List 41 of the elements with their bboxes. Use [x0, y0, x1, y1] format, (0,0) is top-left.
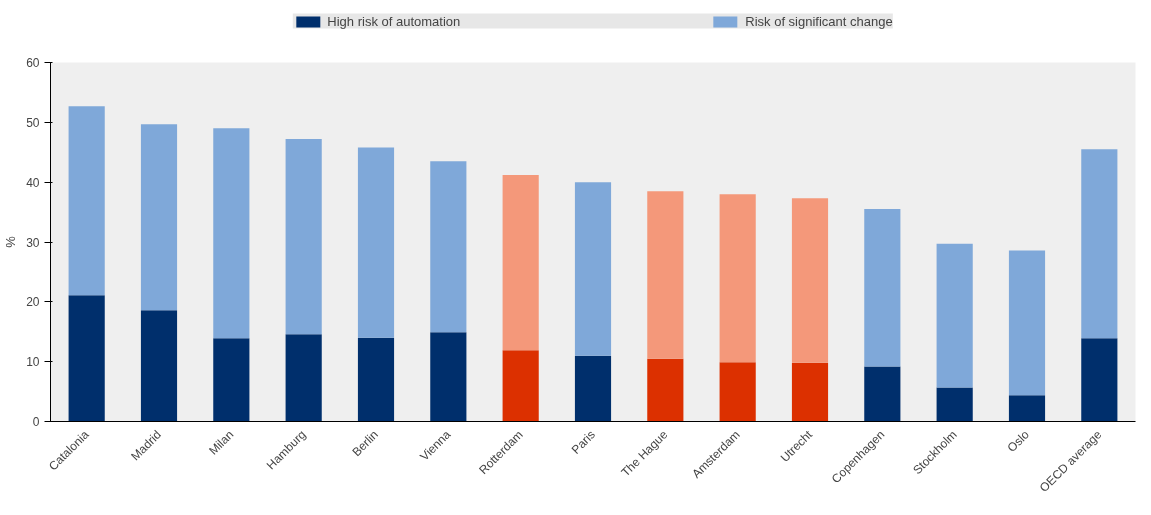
y-tick-label: 0 [32, 415, 40, 429]
bar [285, 139, 322, 335]
y-tick-label: 30 [26, 235, 40, 250]
bar [357, 147, 395, 338]
y-tick-label: 20 [26, 295, 40, 310]
y-tick-label: 60 [26, 56, 40, 70]
bar [68, 295, 105, 422]
legend-label: High risk of automation [327, 13, 461, 29]
bar [140, 310, 178, 422]
x-tick-label: Oslo [1004, 427, 1033, 455]
bar [791, 198, 829, 363]
bar [68, 106, 105, 296]
y-tick-label: 50 [26, 115, 40, 130]
bar [1081, 338, 1118, 422]
bar [719, 362, 756, 422]
bar [430, 332, 467, 422]
bar [1081, 149, 1118, 339]
bar [647, 358, 684, 422]
bar [864, 366, 901, 422]
bar [357, 337, 395, 422]
bar [430, 161, 467, 333]
bar [936, 387, 973, 422]
y-tick-label: 10 [26, 355, 40, 370]
y-axis-title: % [3, 235, 19, 248]
bar [502, 350, 539, 422]
bar [791, 362, 829, 422]
bar [502, 174, 539, 351]
bar [213, 128, 250, 339]
bar [719, 194, 756, 363]
bar [1008, 250, 1046, 396]
bar [285, 334, 322, 422]
bar [140, 124, 178, 311]
bar [574, 182, 612, 356]
y-tick-label: 40 [26, 175, 40, 190]
bar [936, 243, 973, 388]
bar [1008, 395, 1046, 422]
bar [864, 209, 901, 367]
bar [574, 355, 612, 422]
bar [213, 338, 250, 422]
bar [647, 191, 684, 359]
legend-label: Risk of significant change [745, 13, 893, 29]
